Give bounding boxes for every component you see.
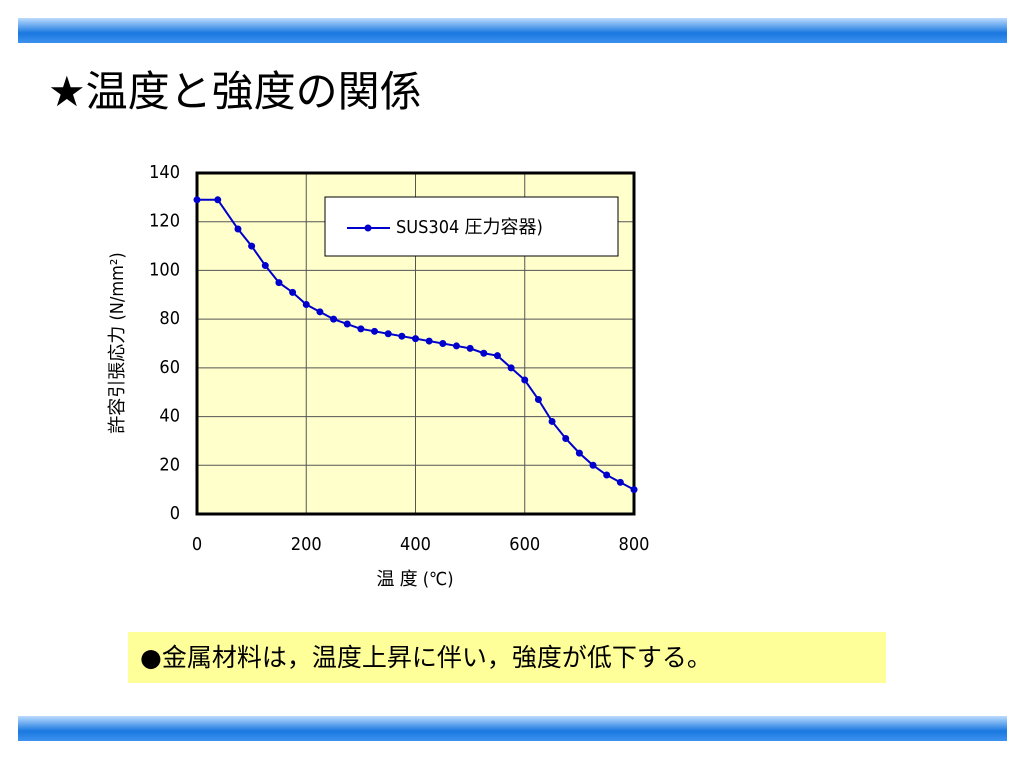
data-point: [575, 449, 583, 457]
data-point: [384, 330, 392, 338]
y-tick-label: 100: [149, 259, 180, 280]
y-tick-label: 0: [170, 503, 180, 524]
data-point: [371, 327, 379, 335]
data-point: [548, 417, 556, 425]
data-point: [261, 262, 269, 270]
data-point: [302, 301, 310, 309]
y-tick-label: 80: [159, 308, 180, 329]
data-point: [425, 337, 433, 345]
data-point: [534, 396, 542, 404]
data-point: [439, 340, 447, 347]
data-point: [398, 332, 406, 340]
data-point: [357, 325, 365, 333]
plot-border: [195, 171, 636, 516]
data-point: [521, 376, 529, 384]
y-axis-label: 許容引張応力 (N/mm²): [107, 252, 128, 433]
data-point: [452, 342, 460, 350]
x-tick-label: 600: [509, 534, 540, 555]
x-tick-label: 400: [400, 534, 431, 555]
note: ●金属材料は，温度上昇に伴い，強度が低下する。: [128, 632, 886, 683]
data-point: [480, 349, 488, 357]
data-point: [275, 279, 283, 287]
data-point: [589, 461, 597, 469]
data-point: [316, 308, 324, 316]
legend-marker: [364, 224, 372, 232]
y-tick-label: 40: [159, 406, 180, 427]
y-tick-label: 120: [149, 211, 180, 232]
x-tick-label: 200: [291, 534, 322, 555]
data-point: [343, 320, 351, 328]
legend-label: SUS304 圧力容器): [396, 217, 543, 238]
data-point: [507, 364, 515, 372]
y-tick-label: 140: [149, 162, 180, 183]
legend: [324, 196, 619, 257]
data-point: [234, 225, 242, 233]
bottom-bar: [18, 716, 1007, 741]
data-point: [630, 486, 638, 494]
data-point: [603, 471, 611, 479]
y-tick-label: 20: [159, 454, 180, 475]
data-point: [193, 196, 201, 204]
data-point: [289, 288, 297, 296]
x-axis-label: 温 度 (℃): [376, 569, 453, 590]
data-point: [493, 352, 501, 360]
data-point: [248, 242, 256, 250]
data-point: [412, 335, 419, 343]
data-point: [562, 434, 570, 442]
data-point: [466, 344, 474, 352]
data-point: [214, 196, 222, 204]
x-tick-label: 800: [619, 534, 650, 555]
top-bar: [18, 18, 1007, 43]
slide-title: ★温度と強度の関係: [48, 67, 422, 116]
data-point: [330, 315, 338, 323]
data-point: [616, 478, 624, 486]
x-tick-label: 0: [192, 534, 202, 555]
y-tick-label: 60: [159, 357, 180, 378]
